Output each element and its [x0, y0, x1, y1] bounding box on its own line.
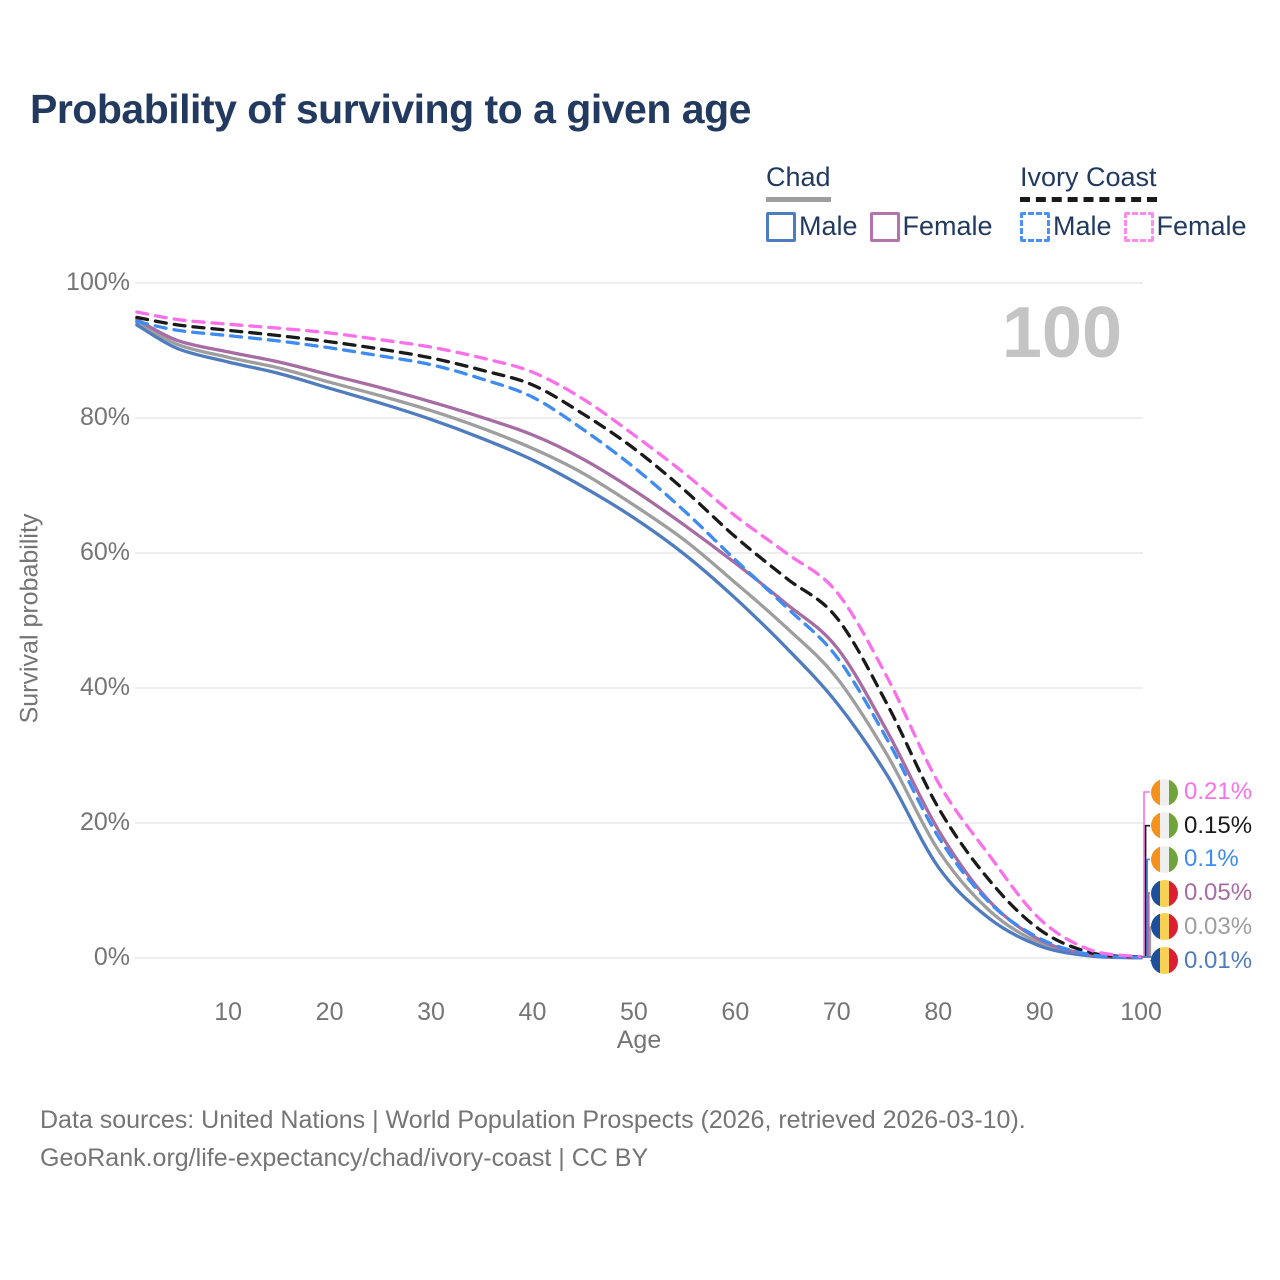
- x-tick-label: 30: [417, 998, 445, 1026]
- legend-item-chad-female[interactable]: Female: [869, 211, 993, 242]
- end-label-value: 0.15%: [1184, 811, 1253, 839]
- end-label-value: 0.03%: [1184, 912, 1253, 940]
- chad-flag-icon: [1151, 913, 1178, 941]
- legend-label-ivory-coast-male: Male: [1053, 211, 1112, 241]
- series-line-chad-male[interactable]: [135, 323, 1143, 960]
- legend-label-chad-male: Male: [799, 211, 858, 241]
- end-label-chad-male: 0.01%: [1151, 944, 1252, 978]
- legend-country-ivory-coast[interactable]: Ivory Coast: [1020, 162, 1157, 202]
- y-tick-label: 80%: [79, 403, 130, 431]
- legend-item-ivory-coast-male[interactable]: Male: [1020, 211, 1112, 242]
- footer-data-sources: Data sources: United Nations | World Pop…: [40, 1106, 1026, 1134]
- y-tick-label: 60%: [79, 538, 130, 566]
- end-label-ivory-coast-both-sexes: 0.15%: [1151, 809, 1252, 843]
- end-label-value: 0.21%: [1184, 778, 1253, 805]
- series-line-chad-both-sexes[interactable]: [135, 320, 1143, 960]
- x-tick-label: 60: [721, 998, 750, 1026]
- ivory-coast-female-swatch-icon: [1123, 211, 1154, 242]
- y-tick-label: 20%: [79, 808, 130, 836]
- end-label-value: 0.1%: [1184, 845, 1239, 873]
- legend-item-ivory-coast-female[interactable]: Female: [1123, 211, 1247, 242]
- legend-group-chad: Chad Male Female: [766, 162, 993, 242]
- legend-item-chad-male[interactable]: Male: [766, 211, 858, 242]
- end-label-chad-both-sexes: 0.03%: [1151, 910, 1252, 944]
- legend-label-chad-female: Female: [902, 211, 993, 241]
- ivory-coast-male-swatch-icon: [1020, 211, 1050, 242]
- ivory-coast-flag-icon: [1151, 812, 1178, 840]
- x-tick-label: 70: [822, 998, 851, 1026]
- y-axis-title: Survival probability: [15, 513, 44, 724]
- end-label-ivory-coast-female: 0.21%: [1151, 775, 1252, 809]
- legend-country-chad[interactable]: Chad: [766, 162, 831, 202]
- end-label-value: 0.01%: [1184, 946, 1253, 974]
- x-tick-label: 40: [518, 998, 547, 1026]
- page-title: Probability of surviving to a given age: [30, 86, 751, 132]
- x-tick-label: 10: [214, 998, 243, 1026]
- x-axis-title: Age: [616, 1026, 662, 1054]
- end-label-value: 0.05%: [1184, 879, 1253, 907]
- age-watermark: 100: [1001, 293, 1122, 373]
- footer-attribution: GeoRank.org/life-expectancy/chad/ivory-c…: [40, 1144, 649, 1172]
- x-tick-label: 50: [619, 998, 648, 1026]
- chad-flag-icon: [1151, 947, 1178, 974]
- series-line-ivory-coast-male[interactable]: [135, 319, 1143, 959]
- survival-chart: [135, 282, 1153, 962]
- ivory-coast-flag-icon: [1151, 778, 1178, 806]
- ivory-coast-flag-icon: [1151, 845, 1178, 873]
- x-tick-label: 80: [924, 998, 953, 1026]
- end-label-ivory-coast-male: 0.1%: [1151, 842, 1239, 876]
- series-line-ivory-coast-both-sexes[interactable]: [135, 315, 1143, 959]
- series-line-ivory-coast-female[interactable]: [135, 310, 1143, 959]
- x-tick-label: 90: [1025, 998, 1054, 1026]
- legend-label-ivory-coast-female: Female: [1156, 211, 1247, 241]
- chad-male-swatch-icon: [766, 211, 796, 242]
- y-tick-label: 0%: [93, 943, 130, 971]
- chad-flag-icon: [1151, 879, 1178, 907]
- chad-female-swatch-icon: [869, 211, 900, 242]
- x-tick-label: 20: [315, 998, 344, 1026]
- legend-group-ivory-coast: Ivory Coast Male Female: [1020, 162, 1247, 242]
- x-tick-label: 100: [1120, 998, 1162, 1026]
- y-tick-label: 100%: [66, 268, 130, 296]
- series-line-chad-female[interactable]: [135, 317, 1143, 960]
- y-tick-label: 40%: [79, 673, 130, 701]
- end-label-chad-female: 0.05%: [1151, 876, 1252, 910]
